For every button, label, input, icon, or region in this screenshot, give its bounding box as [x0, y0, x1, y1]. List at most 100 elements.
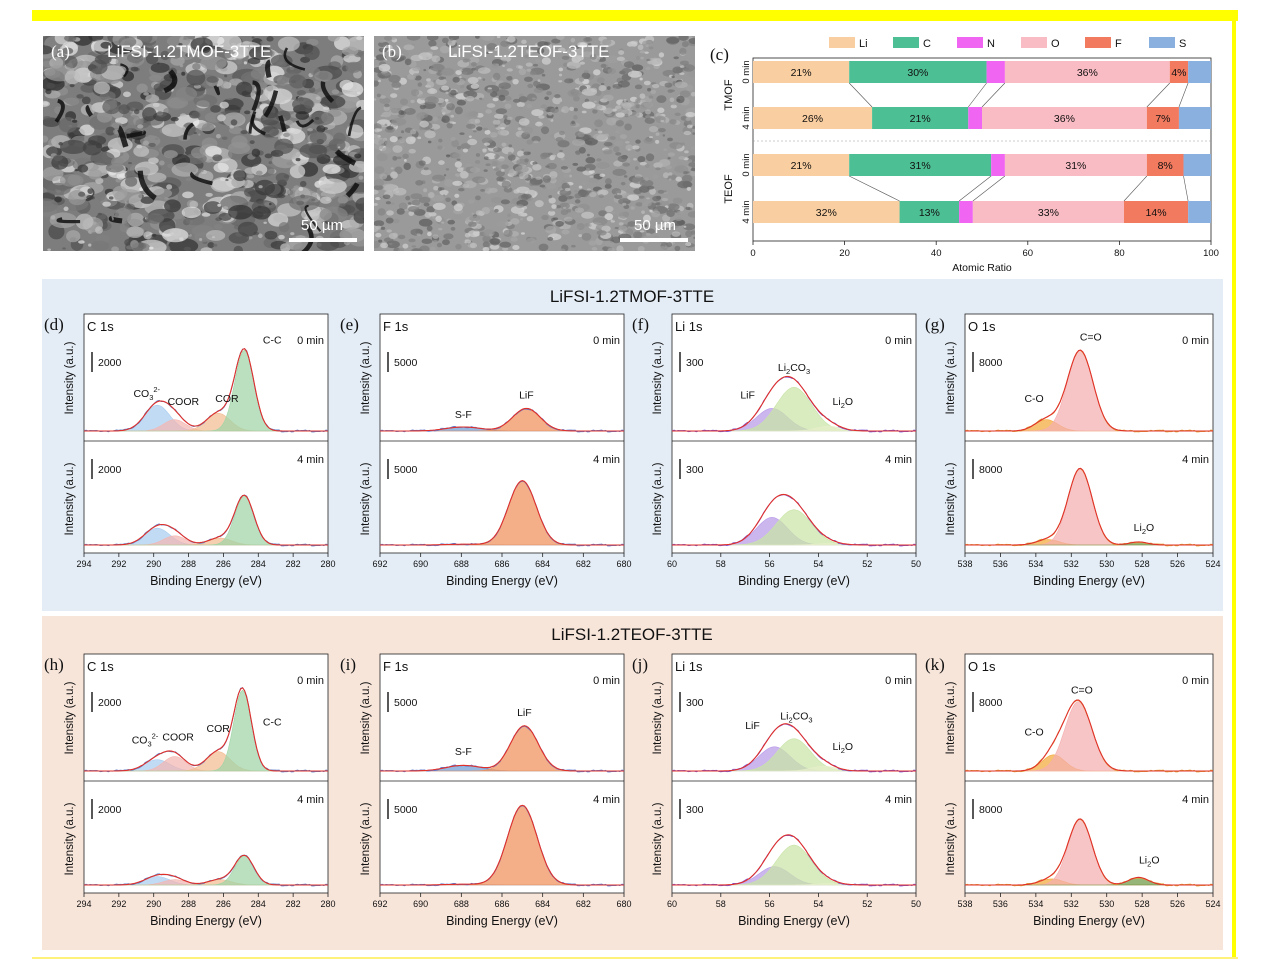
- x-tick-label: 690: [413, 899, 428, 909]
- sem-grain: [561, 229, 570, 235]
- sem-grain: [486, 103, 496, 108]
- connector-line: [958, 175, 992, 202]
- sem-grain: [430, 46, 439, 51]
- sem-grain: [578, 76, 585, 82]
- sem-crack: [334, 149, 357, 166]
- sem-grain: [520, 155, 525, 158]
- sem-grain: [671, 231, 681, 237]
- sem-grain: [426, 36, 439, 41]
- sem-grain: [497, 129, 508, 136]
- sem-grain: [166, 184, 173, 190]
- sem-grain: [525, 62, 533, 67]
- sem-grain: [398, 110, 405, 115]
- bar-value-label: 21%: [791, 67, 812, 79]
- sem-grain: [535, 176, 542, 180]
- xps-panel-h: 0 min 2000 CO32- COOR COR C-C 4 min 2000 (h) C 1s…: [44, 653, 336, 928]
- sem-grain: [591, 247, 598, 251]
- sem-grain: [685, 206, 691, 210]
- sem-grain: [205, 145, 222, 157]
- sem-grain: [475, 210, 483, 216]
- sem-grain: [93, 81, 111, 95]
- sem-grain: [654, 224, 664, 229]
- sem-grain: [589, 175, 594, 178]
- sem-grain: [607, 68, 616, 75]
- sem-grain: [466, 123, 476, 129]
- peak-label-part: O: [1151, 855, 1159, 867]
- atomic-ratio-chart: (c) Li C N O F S 21% 30% 36% 4% 0 min 26% 21% 36% 7% 4 m…: [710, 37, 1219, 274]
- sem-grain: [607, 247, 616, 251]
- sem-grain: [494, 208, 499, 213]
- sem-grain: [379, 121, 384, 124]
- sem-grain: [153, 83, 165, 92]
- sem-grain: [679, 90, 691, 98]
- sem-grain: [211, 49, 217, 54]
- sem-grain: [518, 68, 527, 76]
- scale-value: 300: [686, 464, 704, 476]
- sem-grain: [392, 156, 398, 161]
- legend-label-S: S: [1179, 38, 1186, 50]
- sem-grain: [598, 194, 605, 199]
- sem-grain: [569, 106, 575, 111]
- sem-grain: [685, 242, 692, 247]
- sem-grain: [611, 214, 619, 221]
- sem-grain: [518, 172, 529, 180]
- peak-label: Li2O: [1134, 522, 1155, 536]
- sem-grain: [678, 156, 686, 160]
- sem-grain: [456, 238, 466, 244]
- sem-grain: [552, 96, 563, 105]
- bar-segment-N: [959, 201, 973, 223]
- sem-grain: [327, 36, 341, 42]
- sem-grain: [667, 157, 671, 160]
- x-tick-label: 294: [76, 899, 91, 909]
- x-tick-label: 682: [576, 899, 591, 909]
- sem-grain: [581, 181, 589, 186]
- row-time-label: 4 min: [741, 200, 752, 223]
- sem-grain: [118, 36, 137, 48]
- time-label: 4 min: [593, 794, 620, 806]
- sem-grain: [602, 149, 613, 155]
- y-axis-label-bottom: Intensity (a.u.): [945, 802, 957, 875]
- sem-grain: [521, 148, 525, 151]
- sem-grain: [541, 73, 546, 77]
- sem-grain: [481, 137, 493, 144]
- fit-envelope: [380, 804, 624, 886]
- bar-segment-C: [899, 201, 960, 223]
- sem-grain: [450, 38, 454, 41]
- sem-grain: [646, 185, 655, 190]
- sem-grain: [688, 37, 695, 45]
- scale-text-b: 50 µm: [634, 217, 676, 234]
- sem-grain: [170, 116, 179, 122]
- sem-grain: [630, 111, 640, 118]
- sem-grain: [50, 215, 56, 220]
- sem-grain: [380, 95, 387, 99]
- sem-grain: [314, 116, 320, 120]
- sem-grain: [521, 39, 527, 45]
- sem-grain: [385, 201, 392, 205]
- x-tick-label: 536: [993, 899, 1008, 909]
- sem-grain: [559, 202, 570, 210]
- sem-grain: [616, 245, 624, 251]
- sem-grain: [585, 157, 596, 164]
- sem-grain: [61, 47, 74, 55]
- sem-grain: [221, 136, 228, 140]
- sem-grain: [581, 51, 593, 58]
- sem-grain: [63, 81, 68, 86]
- sem-grain: [507, 219, 510, 222]
- sem-grain: [629, 46, 635, 50]
- sem-grain: [185, 177, 192, 182]
- sem-grain: [615, 112, 625, 118]
- sem-grain: [420, 169, 432, 176]
- sem-grain: [142, 140, 150, 146]
- y-axis-label-top: Intensity (a.u.): [945, 681, 957, 754]
- sem-grain: [644, 177, 649, 182]
- sem-grain: [210, 105, 221, 113]
- peak-label-part: 3: [147, 740, 151, 749]
- peak-label-part: O: [845, 741, 853, 753]
- sem-grain: [391, 51, 396, 56]
- x-axis-label: Binding Energy (eV): [150, 914, 262, 928]
- sem-grain: [679, 65, 685, 68]
- sem-grain: [535, 43, 538, 46]
- sem-grain: [609, 136, 616, 140]
- x-tick-label: 290: [146, 559, 161, 569]
- scale-value: 8000: [979, 464, 1003, 476]
